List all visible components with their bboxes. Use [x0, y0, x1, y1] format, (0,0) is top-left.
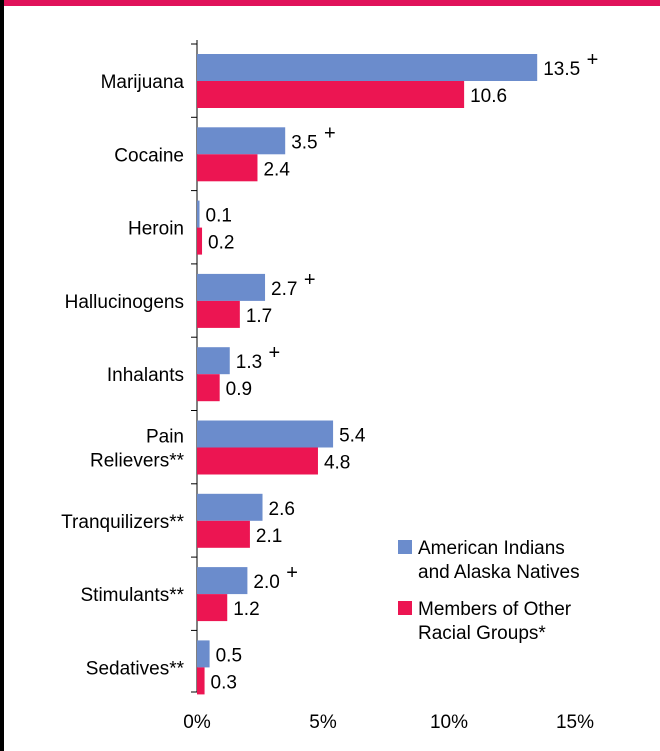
data-label: 5.4 — [339, 426, 366, 447]
top-border — [0, 0, 660, 6]
bar-aian — [197, 200, 200, 228]
data-label: 0.3 — [211, 672, 237, 693]
bar-aian — [197, 127, 286, 155]
legend-label: American Indians — [418, 538, 565, 559]
bar-other — [197, 594, 228, 622]
category-label: Cocaine — [114, 145, 184, 166]
bar-other — [197, 154, 258, 182]
significance-marker: + — [286, 562, 298, 584]
significance-marker: + — [324, 122, 336, 144]
significance-marker: + — [304, 269, 316, 291]
bar-aian — [197, 54, 538, 81]
x-tick-label: 15% — [556, 712, 594, 733]
data-label: 2.7 — [271, 279, 297, 300]
data-label: 0.9 — [226, 379, 252, 400]
data-label: 2.1 — [256, 526, 282, 547]
bar-aian — [197, 347, 230, 375]
bar-other — [197, 520, 250, 548]
x-tick-label: 10% — [430, 712, 468, 733]
bar-other — [197, 447, 318, 475]
bar-other — [197, 300, 240, 328]
bar-aian — [197, 640, 210, 668]
data-label: 0.5 — [216, 645, 242, 666]
data-label: 2.4 — [263, 159, 290, 180]
category-label: Sedatives** — [86, 658, 185, 679]
bar-other — [197, 374, 220, 402]
category-label: Pain — [146, 427, 184, 448]
data-label: 4.8 — [324, 453, 350, 474]
left-border — [0, 0, 4, 751]
bar-aian — [197, 567, 248, 595]
legend-label: Members of Other — [418, 599, 572, 620]
data-label: 3.5 — [291, 132, 317, 153]
significance-marker: + — [269, 342, 281, 364]
bar-other — [197, 81, 465, 108]
data-label: 1.3 — [236, 352, 262, 373]
data-label: 0.2 — [208, 233, 234, 254]
legend-label: and Alaska Natives — [418, 562, 580, 583]
significance-marker: + — [587, 49, 599, 71]
bar-aian — [197, 493, 263, 521]
data-label: 10.6 — [470, 86, 507, 107]
bar-other — [197, 667, 205, 695]
bar-aian — [197, 273, 266, 301]
data-label: 2.6 — [269, 499, 295, 520]
category-label: Stimulants** — [81, 585, 185, 606]
x-tick-label: 0% — [183, 712, 211, 733]
legend-swatch-aian — [398, 540, 412, 554]
legend-swatch-other — [398, 601, 412, 615]
legend-label: Racial Groups* — [418, 623, 546, 644]
data-label: 2.0 — [253, 572, 279, 593]
category-label: Relievers** — [90, 451, 185, 472]
category-label: Heroin — [128, 219, 184, 240]
bar-other — [197, 227, 203, 255]
data-label: 13.5 — [543, 59, 580, 80]
category-label: Inhalants — [107, 365, 184, 386]
x-tick-label: 5% — [309, 712, 337, 733]
data-label: 0.1 — [206, 206, 232, 227]
category-label: Hallucinogens — [65, 292, 184, 313]
category-label: Marijuana — [101, 72, 185, 93]
data-label: 1.2 — [233, 599, 259, 620]
bar-aian — [197, 420, 334, 448]
category-label: Tranquilizers** — [61, 512, 184, 533]
data-label: 1.7 — [246, 306, 272, 327]
